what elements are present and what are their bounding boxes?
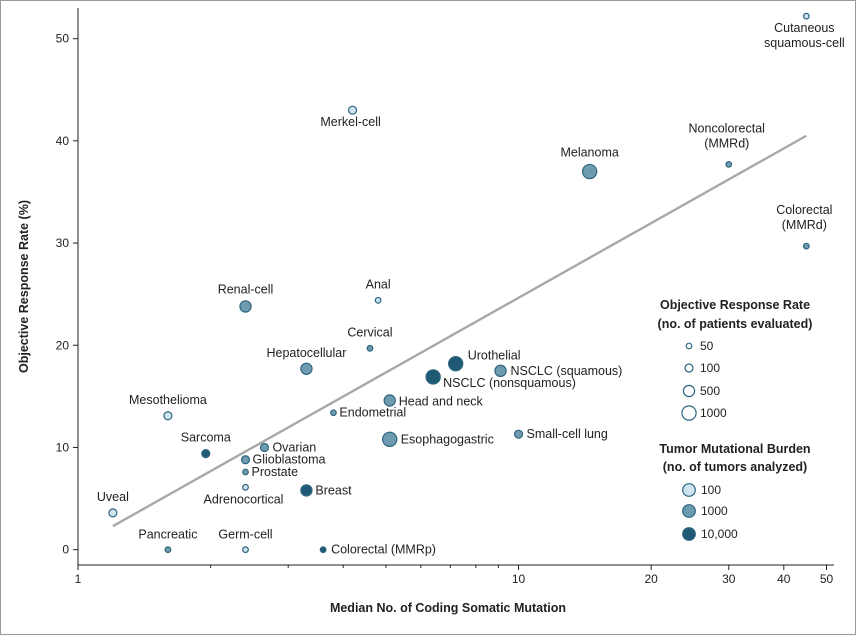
point-melanoma xyxy=(581,163,598,180)
point-cutaneous-squamous-cell xyxy=(802,12,810,20)
point-nsclc-nonsquamous xyxy=(425,369,441,385)
label-endometrial: Endometrial xyxy=(339,406,406,420)
label-germ-cell: Germ-cell xyxy=(218,528,272,542)
point-head-and-neck xyxy=(383,394,396,407)
point-anal xyxy=(374,296,382,304)
y-tick-label-0: 0 xyxy=(62,543,69,557)
trend-line-group xyxy=(112,134,807,528)
label-urothelial: Urothelial xyxy=(468,349,521,363)
label-adrenocortical: Adrenocortical xyxy=(204,492,284,506)
label-esophagogastric: Esophagogastric xyxy=(401,432,494,446)
legend-size-marker-500 xyxy=(682,384,696,398)
data-points xyxy=(108,12,810,554)
point-pancreatic xyxy=(164,546,172,554)
y-tick-label-30: 30 xyxy=(56,236,70,250)
point-small-cell-lung xyxy=(513,429,524,439)
legend-color-title-2: (no. of tumors analyzed) xyxy=(663,460,807,474)
point-merkel-cell xyxy=(347,105,358,115)
legend-size-label-1000: 1000 xyxy=(700,406,727,420)
label-pancreatic: Pancreatic xyxy=(138,528,197,542)
label-glioblastoma: Glioblastoma xyxy=(253,453,326,467)
label-colorectal-mmrp: Colorectal (MMRp) xyxy=(331,543,436,557)
label-cutaneous-squamous-cell: Cutaneous squamous-cell xyxy=(764,21,845,50)
x-tick-label-50: 50 xyxy=(820,572,834,586)
legend-size-label-100: 100 xyxy=(700,361,720,375)
legend-size-marker-50 xyxy=(685,342,693,350)
label-renal-cell: Renal-cell xyxy=(218,282,274,296)
label-cervical: Cervical xyxy=(347,325,392,339)
legend-size-label-50: 50 xyxy=(700,339,714,353)
label-breast: Breast xyxy=(315,483,352,497)
point-noncolorectal-mmrd xyxy=(725,160,733,168)
legend-size-marker-1000 xyxy=(681,405,697,421)
y-tick-label-20: 20 xyxy=(56,338,70,352)
point-prostate xyxy=(242,468,249,476)
point-uveal xyxy=(108,508,118,518)
label-nsclc-nonsquamous: NSCLC (nonsquamous) xyxy=(443,376,576,390)
point-colorectal-mmrp xyxy=(319,546,327,554)
x-tick-label-20: 20 xyxy=(645,572,659,586)
y-tick-label-40: 40 xyxy=(56,134,70,148)
legend-color-title-1: Tumor Mutational Burden xyxy=(659,442,810,456)
point-urothelial xyxy=(448,355,464,372)
label-colorectal-mmrd: Colorectal (MMRd) xyxy=(776,203,832,232)
x-tick-label-30: 30 xyxy=(722,572,736,586)
axes: 0 10 20 30 40 50 1 10 20 30 40 50 Median No. of Codi… xyxy=(17,8,834,615)
label-sarcoma: Sarcoma xyxy=(181,431,231,445)
point-ovarian xyxy=(259,442,270,453)
y-tick-label-10: 10 xyxy=(56,440,70,454)
point-endometrial xyxy=(330,409,337,417)
label-mesothelioma: Mesothelioma xyxy=(129,393,207,407)
legend-color-marker-1000 xyxy=(682,504,696,518)
legend-size-title-1: Objective Response Rate xyxy=(660,298,810,312)
point-renal-cell xyxy=(239,300,252,313)
label-anal: Anal xyxy=(366,277,391,291)
y-tick-label-50: 50 xyxy=(56,32,70,46)
label-ovarian: Ovarian xyxy=(272,440,316,454)
label-head-and-neck: Head and neck xyxy=(399,394,484,408)
point-labels: Cutaneous squamous-cell Merkel-cell Melanom… xyxy=(97,21,845,556)
legend-size-marker-100 xyxy=(684,363,694,373)
point-colorectal-mmrd xyxy=(802,242,810,250)
point-glioblastoma xyxy=(240,455,251,465)
legend-size-title-2: (no. of patients evaluated) xyxy=(658,317,813,331)
legend-color-label-1000: 1000 xyxy=(701,504,728,518)
point-adrenocortical xyxy=(242,483,249,491)
point-breast xyxy=(300,484,313,497)
label-melanoma: Melanoma xyxy=(560,146,618,160)
x-tick-label-10: 10 xyxy=(512,572,526,586)
legend-size-label-500: 500 xyxy=(700,384,720,398)
y-axis-title: Objective Response Rate (%) xyxy=(17,200,31,373)
point-sarcoma xyxy=(201,449,211,459)
label-small-cell-lung: Small-cell lung xyxy=(527,427,608,441)
label-nsclc-squamous: NSCLC (squamous) xyxy=(511,364,623,378)
label-uveal: Uveal xyxy=(97,490,129,504)
x-axis-title: Median No. of Coding Somatic Mutation xyxy=(330,601,566,615)
point-nsclc-squamous xyxy=(494,364,507,378)
label-hepatocellular: Hepatocellular xyxy=(266,346,346,360)
trend-line xyxy=(112,134,807,528)
point-hepatocellular xyxy=(300,362,313,375)
legend-color-label-10-000: 10,000 xyxy=(701,527,738,541)
label-merkel-cell: Merkel-cell xyxy=(320,115,380,129)
point-germ-cell xyxy=(242,546,249,554)
label-prostate: Prostate xyxy=(252,465,299,479)
legend-color-marker-100 xyxy=(682,483,696,497)
point-cervical xyxy=(366,344,374,352)
legend: Objective Response Rate (no. of patients … xyxy=(658,298,813,541)
point-esophagogastric xyxy=(382,431,398,447)
x-tick-label-40: 40 xyxy=(777,572,791,586)
legend-color-marker-10-000 xyxy=(682,527,696,541)
x-tick-label-1: 1 xyxy=(75,572,82,586)
legend-color-label-100: 100 xyxy=(701,483,721,497)
point-mesothelioma xyxy=(163,411,173,421)
label-noncolorectal-mmrd: Noncolorectal (MMRd) xyxy=(689,121,765,150)
